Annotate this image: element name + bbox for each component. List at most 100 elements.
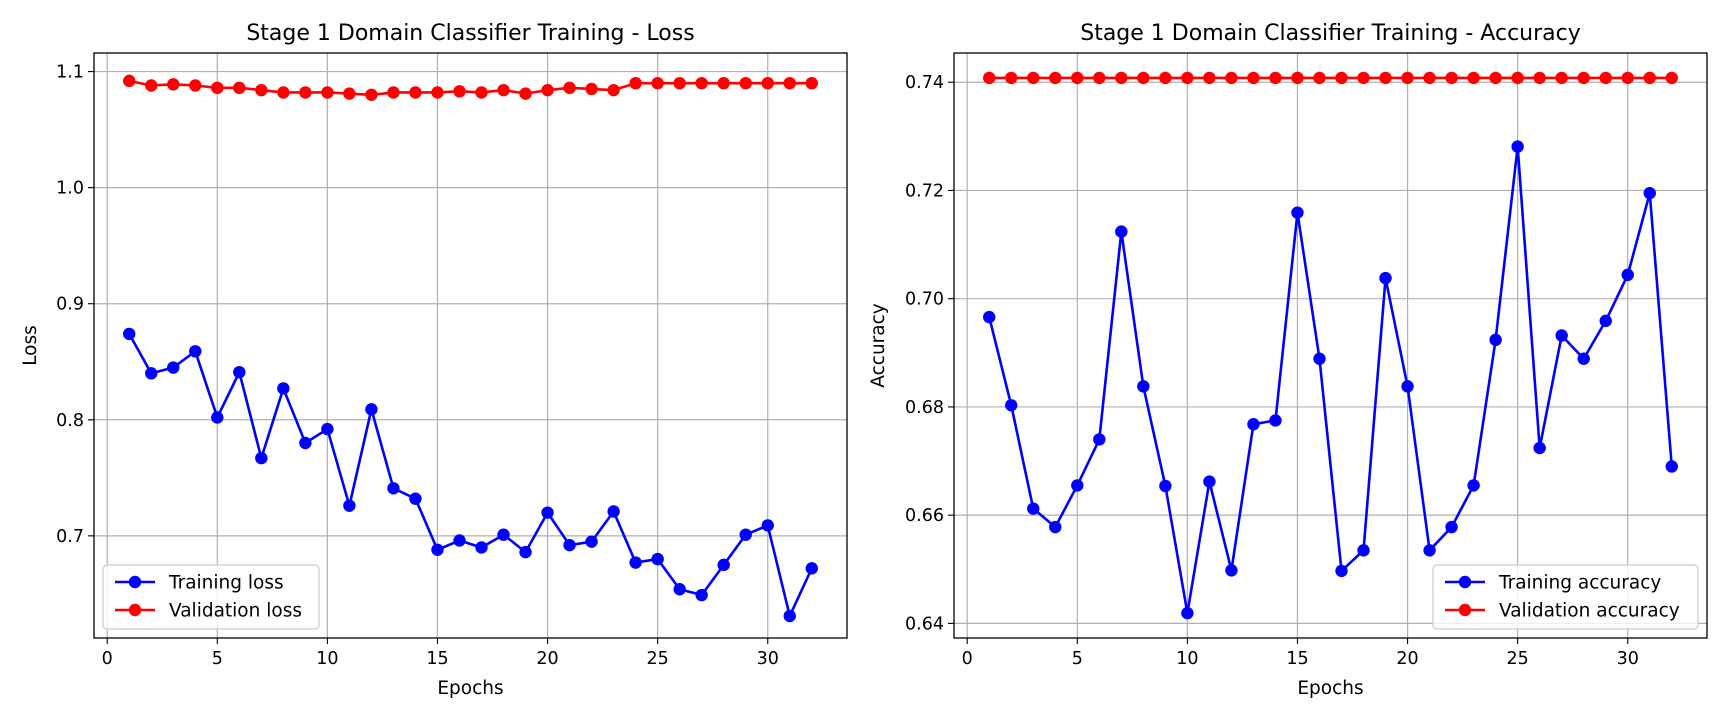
data-point — [453, 85, 466, 98]
data-point — [277, 382, 290, 395]
data-point — [1489, 333, 1502, 347]
data-point — [761, 76, 774, 90]
x-tick-label: 30 — [1617, 649, 1639, 669]
data-point — [761, 519, 774, 532]
data-point — [1225, 71, 1238, 85]
data-point — [123, 327, 136, 341]
data-point — [1379, 271, 1392, 285]
legend-marker — [1458, 603, 1472, 617]
loss-plot-frame — [93, 52, 848, 639]
loss-series-0 — [123, 327, 818, 623]
data-point — [695, 76, 708, 90]
y-tick-label: 0.8 — [56, 411, 84, 431]
loss-y-axis-label: Loss — [20, 325, 41, 366]
data-point — [475, 86, 488, 99]
loss-chart-title: Stage 1 Domain Classifier Training - Los… — [246, 21, 694, 46]
data-point — [541, 506, 554, 519]
data-point — [1247, 71, 1260, 85]
accuracy-x-axis-label: Epochs — [1297, 678, 1363, 699]
data-point — [1071, 71, 1084, 85]
data-point — [1467, 71, 1480, 85]
data-point — [189, 345, 202, 358]
data-point — [365, 88, 378, 101]
data-point — [739, 76, 752, 90]
data-point — [343, 87, 356, 100]
data-point — [1665, 460, 1678, 473]
data-point — [1423, 71, 1436, 85]
accuracy-y-axis-label: Accuracy — [868, 303, 889, 388]
legend-marker — [128, 575, 142, 589]
data-point — [1533, 441, 1546, 455]
data-point — [475, 541, 488, 554]
data-point — [1049, 520, 1062, 534]
legend-frame — [1432, 564, 1699, 630]
data-point — [519, 87, 532, 100]
legend-entry: Training loss — [115, 573, 284, 594]
data-point — [1423, 544, 1436, 557]
data-point — [805, 562, 818, 575]
loss-series-1 — [123, 74, 818, 101]
legend-entry: Training accuracy — [1445, 573, 1661, 594]
data-point — [983, 310, 996, 324]
y-tick-label: 0.7 — [56, 527, 84, 547]
legend-entry: Validation accuracy — [1445, 601, 1680, 622]
accuracy-plot-frame — [953, 52, 1708, 639]
data-point — [651, 552, 664, 566]
data-point — [167, 78, 180, 91]
data-point — [1181, 71, 1194, 85]
y-tick-label: 0.64 — [905, 614, 944, 634]
y-tick-label: 0.72 — [905, 181, 944, 201]
data-point — [739, 528, 752, 541]
data-point — [497, 528, 510, 541]
data-point — [1643, 186, 1656, 200]
data-point — [1247, 418, 1260, 431]
data-point — [1467, 479, 1480, 492]
data-point — [1401, 380, 1414, 393]
data-point — [1555, 329, 1568, 342]
data-point — [321, 86, 334, 99]
y-tick-label: 0.68 — [905, 398, 944, 418]
data-point — [343, 499, 356, 512]
data-point — [607, 505, 620, 518]
data-point — [431, 86, 444, 99]
data-point — [299, 436, 312, 450]
data-point — [1665, 71, 1678, 85]
data-point — [321, 422, 334, 436]
accuracy-series-1 — [983, 71, 1678, 85]
data-point — [1093, 433, 1106, 446]
data-point — [1115, 71, 1128, 85]
y-tick-label: 0.9 — [56, 295, 84, 315]
x-tick-label: 10 — [1176, 649, 1198, 669]
data-point — [1335, 71, 1348, 85]
data-point — [1313, 71, 1326, 85]
data-point — [299, 86, 312, 99]
data-point — [1643, 71, 1656, 85]
data-point — [1203, 475, 1216, 488]
legend-entry: Validation loss — [115, 601, 302, 622]
data-point — [629, 556, 642, 569]
data-point — [1269, 414, 1282, 427]
data-point — [1335, 564, 1348, 578]
y-tick-label: 0.66 — [905, 506, 944, 526]
data-point — [1445, 520, 1458, 534]
x-tick-label: 20 — [536, 649, 558, 669]
data-point — [1049, 71, 1062, 85]
data-point — [233, 365, 246, 379]
x-tick-label: 15 — [426, 649, 448, 669]
data-point — [585, 535, 598, 548]
x-tick-label: 5 — [212, 649, 223, 669]
data-point — [211, 81, 224, 95]
legend-marker — [1458, 575, 1472, 589]
data-point — [1533, 71, 1546, 85]
data-point — [255, 83, 268, 97]
data-point — [1269, 71, 1282, 85]
data-point — [1379, 71, 1392, 85]
data-point — [563, 538, 576, 552]
data-point — [651, 76, 664, 90]
x-tick-label: 10 — [316, 649, 338, 669]
data-point — [255, 451, 268, 465]
data-point — [563, 81, 576, 95]
data-point — [1511, 71, 1524, 85]
data-point — [519, 545, 532, 559]
